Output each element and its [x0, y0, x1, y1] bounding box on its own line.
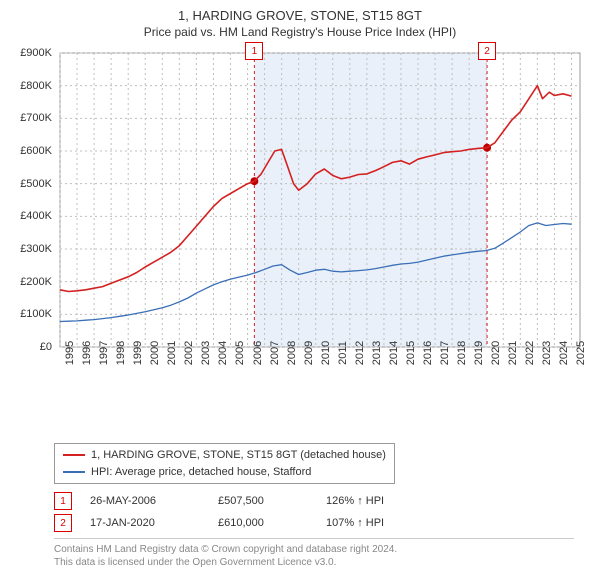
chart-title-sub: Price paid vs. HM Land Registry's House …: [10, 25, 590, 39]
event-marker-on-chart: 2: [478, 42, 496, 60]
attribution-line: Contains HM Land Registry data © Crown c…: [54, 543, 574, 556]
event-hpi: 107% ↑ HPI: [326, 517, 384, 529]
x-tick-label: 2015: [405, 341, 417, 365]
legend-swatch: [63, 471, 85, 473]
x-tick-label: 2004: [217, 341, 229, 365]
x-tick-label: 2006: [252, 341, 264, 365]
x-tick-label: 2012: [354, 341, 366, 365]
x-tick-label: 2017: [439, 341, 451, 365]
event-row: 1 26-MAY-2006 £507,500 126% ↑ HPI: [54, 492, 590, 510]
x-tick-label: 2003: [200, 341, 212, 365]
y-tick-label: £0: [40, 341, 52, 353]
event-price: £610,000: [218, 517, 308, 529]
y-tick-label: £100K: [20, 308, 52, 320]
x-tick-label: 2019: [473, 341, 485, 365]
x-tick-label: 2016: [422, 341, 434, 365]
y-tick-label: £200K: [20, 276, 52, 288]
x-tick-label: 2025: [575, 341, 587, 365]
chart-svg: [16, 45, 586, 385]
attribution-line: This data is licensed under the Open Gov…: [54, 556, 574, 569]
event-row: 2 17-JAN-2020 £610,000 107% ↑ HPI: [54, 514, 590, 532]
x-tick-label: 2007: [269, 341, 281, 365]
x-tick-label: 2022: [524, 341, 536, 365]
y-tick-label: £800K: [20, 80, 52, 92]
y-tick-label: £500K: [20, 178, 52, 190]
y-tick-label: £300K: [20, 243, 52, 255]
legend-label: HPI: Average price, detached house, Staf…: [91, 464, 311, 481]
x-tick-label: 1997: [98, 341, 110, 365]
legend: 1, HARDING GROVE, STONE, ST15 8GT (detac…: [54, 443, 395, 484]
event-marker-box: 1: [54, 492, 72, 510]
event-marker-box: 2: [54, 514, 72, 532]
x-tick-label: 2005: [234, 341, 246, 365]
y-tick-label: £400K: [20, 210, 52, 222]
x-tick-label: 2001: [166, 341, 178, 365]
legend-swatch: [63, 454, 85, 456]
x-tick-label: 2008: [286, 341, 298, 365]
legend-item-hpi: HPI: Average price, detached house, Staf…: [63, 464, 386, 481]
x-tick-label: 1999: [132, 341, 144, 365]
event-hpi: 126% ↑ HPI: [326, 495, 384, 507]
x-tick-label: 1996: [81, 341, 93, 365]
chart-container: 1, HARDING GROVE, STONE, ST15 8GT Price …: [0, 0, 600, 560]
legend-label: 1, HARDING GROVE, STONE, ST15 8GT (detac…: [91, 447, 386, 464]
x-tick-label: 2018: [456, 341, 468, 365]
x-tick-label: 2011: [337, 341, 349, 365]
attribution: Contains HM Land Registry data © Crown c…: [54, 538, 574, 569]
x-tick-label: 2002: [183, 341, 195, 365]
x-tick-label: 2024: [558, 341, 570, 365]
x-tick-label: 2009: [303, 341, 315, 365]
y-tick-label: £900K: [20, 47, 52, 59]
x-tick-label: 2020: [490, 341, 502, 365]
x-tick-label: 2021: [507, 341, 519, 365]
event-marker-on-chart: 1: [245, 42, 263, 60]
x-tick-label: 1995: [64, 341, 76, 365]
y-tick-label: £700K: [20, 112, 52, 124]
chart-plot: £0 £100K £200K £300K £400K £500K £600K £700K £80…: [16, 45, 586, 385]
x-tick-label: 2014: [388, 341, 400, 365]
x-tick-label: 2023: [541, 341, 553, 365]
event-price: £507,500: [218, 495, 308, 507]
x-tick-label: 1998: [115, 341, 127, 365]
y-tick-label: £600K: [20, 145, 52, 157]
x-tick-label: 2000: [149, 341, 161, 365]
event-date: 26-MAY-2006: [90, 495, 200, 507]
event-date: 17-JAN-2020: [90, 517, 200, 529]
chart-title-main: 1, HARDING GROVE, STONE, ST15 8GT: [10, 8, 590, 23]
events-table: 1 26-MAY-2006 £507,500 126% ↑ HPI 2 17-J…: [54, 492, 590, 532]
legend-item-price-paid: 1, HARDING GROVE, STONE, ST15 8GT (detac…: [63, 447, 386, 464]
x-tick-label: 2013: [371, 341, 383, 365]
x-tick-label: 2010: [320, 341, 332, 365]
